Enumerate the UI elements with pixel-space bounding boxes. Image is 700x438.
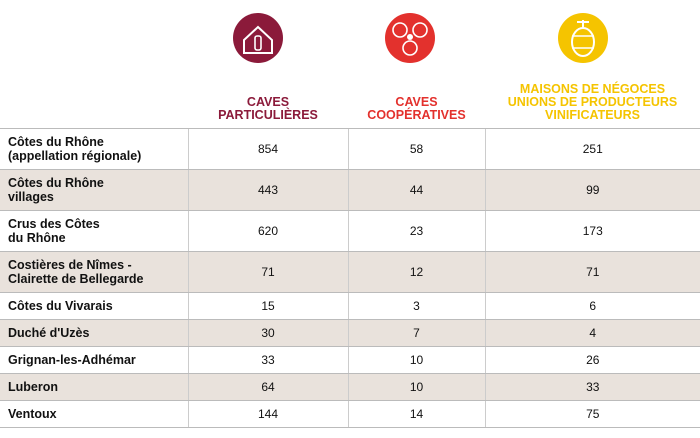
cell-value: 173 bbox=[484, 210, 700, 252]
cell-value: 854 bbox=[187, 128, 348, 170]
cell-value: 44 bbox=[347, 169, 485, 211]
cell-value: 23 bbox=[347, 210, 485, 252]
row-label: Crus des Côtes du Rhône bbox=[0, 210, 188, 252]
table-row: Côtes du Rhône (appellation régionale) 854… bbox=[0, 128, 700, 170]
cell-value: 144 bbox=[187, 400, 348, 428]
cell-value: 99 bbox=[484, 169, 700, 211]
cell-value: 14 bbox=[347, 400, 485, 428]
table-row: Crus des Côtes du Rhône 620 23 173 bbox=[0, 210, 700, 252]
column-header: MAISONS DE NÉGOCES UNIONS DE PRODUCTEURS V… bbox=[485, 72, 700, 129]
label-line: Grignan-les-Adhémar bbox=[8, 353, 136, 367]
label-line: Côtes du Vivarais bbox=[8, 299, 113, 313]
cell-value: 251 bbox=[484, 128, 700, 170]
label-line: Côtes du Rhône bbox=[8, 176, 104, 190]
header-line: VINIFICATEURS bbox=[545, 108, 640, 122]
cell-value: 71 bbox=[484, 251, 700, 293]
cell-value: 6 bbox=[484, 292, 700, 320]
row-label: Côtes du Vivarais bbox=[0, 292, 188, 320]
table-row: Ventoux 144 14 75 bbox=[0, 400, 700, 428]
cell-value: 33 bbox=[187, 346, 348, 374]
label-line: Luberon bbox=[8, 380, 58, 394]
table-row: Duché d'Uzès 30 7 4 bbox=[0, 319, 700, 347]
cell-value: 58 bbox=[347, 128, 485, 170]
label-line: Crus des Côtes bbox=[8, 217, 100, 231]
table-row: Luberon 64 10 33 bbox=[0, 373, 700, 401]
header-line: CAVES bbox=[246, 95, 290, 109]
icon-caves-particulieres bbox=[233, 13, 283, 63]
table-row: Costières de Nîmes - Clairette de Bellega… bbox=[0, 251, 700, 293]
cell-value: 10 bbox=[347, 346, 485, 374]
table-row: Côtes du Vivarais 15 3 6 bbox=[0, 292, 700, 320]
row-label: Duché d'Uzès bbox=[0, 319, 188, 347]
cell-value: 12 bbox=[347, 251, 485, 293]
label-line: Côtes du Rhône bbox=[8, 135, 104, 149]
header-line: CAVES bbox=[395, 95, 438, 109]
table: CAVES PARTICULIÈRES CAVES COOPÉRATIVES MAISO… bbox=[0, 72, 700, 428]
cell-value: 26 bbox=[484, 346, 700, 374]
label-line: villages bbox=[8, 190, 54, 204]
label-line: Clairette de Bellegarde bbox=[8, 272, 144, 286]
cell-value: 4 bbox=[484, 319, 700, 347]
icons bbox=[233, 13, 608, 63]
table-body: Côtes du Rhône (appellation régionale) 854… bbox=[0, 128, 700, 428]
row-label: Côtes du Rhône (appellation régionale) bbox=[0, 128, 188, 170]
header-line: PARTICULIÈRES bbox=[218, 108, 318, 122]
row-label: Costières de Nîmes - Clairette de Bellega… bbox=[0, 251, 188, 293]
cell-value: 75 bbox=[484, 400, 700, 428]
column-header: CAVES PARTICULIÈRES bbox=[188, 72, 348, 129]
icon-negoces bbox=[558, 13, 608, 63]
table-row: Côtes du Rhône villages 443 44 99 bbox=[0, 169, 700, 211]
cell-value: 3 bbox=[347, 292, 485, 320]
label-line: (appellation régionale) bbox=[8, 149, 142, 163]
cell-value: 15 bbox=[187, 292, 348, 320]
cell-value: 10 bbox=[347, 373, 485, 401]
row-label: Côtes du Rhône villages bbox=[0, 169, 188, 211]
icon-caves-cooperatives bbox=[385, 13, 435, 63]
table-row: Grignan-les-Adhémar 33 10 26 bbox=[0, 346, 700, 374]
header-line: UNIONS DE PRODUCTEURS bbox=[507, 95, 678, 109]
cell-value: 30 bbox=[187, 319, 348, 347]
header-line: MAISONS DE NÉGOCES bbox=[519, 82, 666, 96]
row-label: Grignan-les-Adhémar bbox=[0, 346, 188, 374]
corner bbox=[0, 72, 188, 129]
cell-value: 7 bbox=[347, 319, 485, 347]
label-line: Duché d'Uzès bbox=[8, 326, 90, 340]
label-line: Ventoux bbox=[8, 407, 57, 421]
cell-value: 620 bbox=[187, 210, 348, 252]
label-line: du Rhône bbox=[8, 231, 66, 245]
cell-value: 33 bbox=[484, 373, 700, 401]
cell-value: 64 bbox=[187, 373, 348, 401]
cell-value: 443 bbox=[187, 169, 348, 211]
row-label: Luberon bbox=[0, 373, 188, 401]
column-header: CAVES COOPÉRATIVES bbox=[348, 72, 485, 129]
row-label: Ventoux bbox=[0, 400, 188, 428]
cell-value: 71 bbox=[187, 251, 348, 293]
header-row: CAVES PARTICULIÈRES CAVES COOPÉRATIVES MAISO… bbox=[0, 72, 700, 129]
label-line: Costières de Nîmes - bbox=[8, 258, 132, 272]
header-line: COOPÉRATIVES bbox=[367, 108, 466, 122]
